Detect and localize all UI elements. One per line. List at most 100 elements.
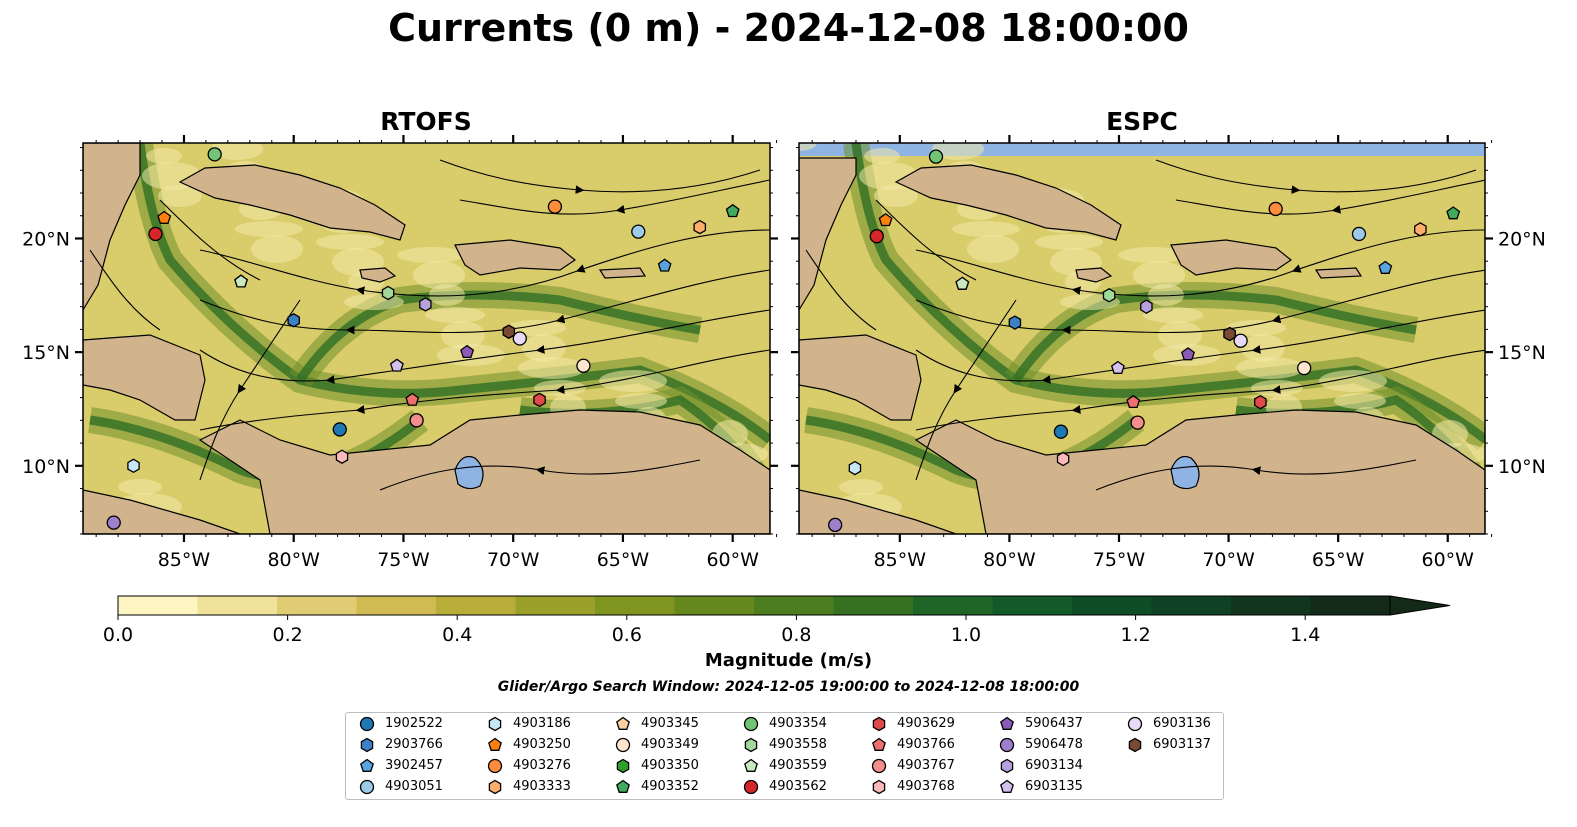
float-marker-5906478 <box>828 517 843 533</box>
colorbar-extend-arrow <box>1389 595 1451 616</box>
legend-label: 4903186 <box>513 716 571 731</box>
float-marker-4903629 <box>1254 394 1267 410</box>
legend-label: 4903562 <box>769 779 827 794</box>
legend-marker <box>488 737 502 751</box>
circle-marker-icon <box>487 758 503 774</box>
legend-marker <box>488 716 502 732</box>
pentagon-marker-icon <box>360 758 374 772</box>
pentagon-marker-icon <box>744 758 758 772</box>
lat-tick-label-right: 10°N <box>1498 456 1546 478</box>
float-marker-6903136 <box>512 331 527 346</box>
colorbar-tick-label: 0.4 <box>442 624 472 646</box>
float-marker-4903629 <box>533 392 546 408</box>
legend-marker <box>744 737 758 753</box>
pentagon-marker-icon <box>488 737 502 751</box>
legend-label: 4903350 <box>641 758 699 773</box>
legend-label: 4903276 <box>513 758 571 773</box>
legend-label: 4903768 <box>897 779 955 794</box>
legend-marker <box>1128 737 1142 753</box>
colorbar-segment <box>595 596 675 615</box>
float-marker-4903766 <box>405 392 420 406</box>
colorbar-tick-label: 0.2 <box>272 624 302 646</box>
colorbar-tick-label: 1.2 <box>1120 624 1150 646</box>
circle-marker-icon <box>359 716 375 732</box>
lat-tick-label-left: 15°N <box>22 342 70 364</box>
float-marker-4903349 <box>1297 360 1312 376</box>
legend-label: 6903134 <box>1025 758 1083 773</box>
colorbar-segment <box>674 596 755 615</box>
axis-ticks: 85°W 80°W 75°W 70°W 65°W 60°W 20°N 15°N 10°N 85°W… <box>22 135 1546 571</box>
legend-label: 4903051 <box>385 779 443 794</box>
float-marker-6903137 <box>502 324 516 339</box>
float-marker-6903135 <box>1110 360 1125 374</box>
legend-label: 6903135 <box>1025 779 1083 794</box>
float-legend: 1902522 2903766 3902457 4903051 4903186 49032… <box>345 712 1224 800</box>
legend-marker <box>743 716 759 732</box>
legend-label: 4903352 <box>641 779 699 794</box>
legend-label: 4903629 <box>897 716 955 731</box>
float-marker-4903276 <box>547 199 563 214</box>
hexagon-marker-icon <box>616 758 630 774</box>
colorbar-segment <box>754 596 834 615</box>
colorbar-segment <box>436 596 516 615</box>
lon-tick-label: 65°W <box>597 549 650 571</box>
lon-tick-label: 70°W <box>1202 549 1255 571</box>
float-marker-3902457 <box>657 258 672 272</box>
legend-marker <box>999 737 1015 753</box>
legend-label: 4903558 <box>769 737 827 752</box>
lat-tick-label-left: 10°N <box>22 456 70 478</box>
hexagon-marker-icon <box>744 737 758 753</box>
float-marker-4903352 <box>725 203 740 218</box>
float-marker-2903766 <box>1008 315 1022 330</box>
legend-label: 4903250 <box>513 737 571 752</box>
float-marker-6903134 <box>419 297 432 312</box>
hexagon-marker-icon <box>1128 737 1142 753</box>
search-window-caption: Glider/Argo Search Window: 2024-12-05 19… <box>497 679 1080 695</box>
pentagon-marker-icon <box>616 716 630 730</box>
lat-tick-label-right: 15°N <box>1498 342 1546 364</box>
float-marker-4903354 <box>207 147 222 162</box>
circle-marker-icon <box>743 779 759 795</box>
legend-label: 3902457 <box>385 758 443 773</box>
colorbar-segment <box>833 596 914 615</box>
legend-label: 4903349 <box>641 737 699 752</box>
float-marker-4903186 <box>127 458 140 474</box>
lon-tick-label: 75°W <box>1093 549 1146 571</box>
legend-marker <box>1000 779 1014 793</box>
colorbar-segment <box>1231 596 1311 615</box>
float-marker-4903051 <box>631 224 646 239</box>
colorbar-segment <box>913 596 993 615</box>
legend-label: 6903137 <box>1153 737 1211 752</box>
legend-marker <box>871 758 887 774</box>
legend-marker <box>616 716 630 730</box>
hexagon-marker-icon <box>488 716 502 732</box>
hexagon-marker-icon <box>360 737 374 753</box>
lat-tick-label-left: 20°N <box>22 228 70 250</box>
legend-marker <box>872 737 886 751</box>
float-marker-2903766 <box>287 313 300 328</box>
circle-marker-icon <box>1127 716 1143 732</box>
colorbar-tick-label: 0.6 <box>612 624 642 646</box>
circle-marker-icon <box>359 779 375 795</box>
lon-tick-label: 60°W <box>1422 549 1475 571</box>
panel-title-rtofs: RTOFS <box>380 107 472 136</box>
circle-marker-icon <box>743 716 759 732</box>
circle-marker-icon <box>999 737 1015 753</box>
legend-marker <box>616 758 630 774</box>
float-marker-4903250 <box>878 212 893 227</box>
lon-tick-label: 85°W <box>874 549 927 571</box>
legend-marker <box>360 758 374 772</box>
circle-marker-icon <box>615 737 631 753</box>
legend-label: 4903345 <box>641 716 699 731</box>
colorbar-segment <box>515 596 596 615</box>
legend-marker <box>359 779 375 795</box>
float-marker-4903349 <box>576 358 591 373</box>
float-marker-4903352 <box>1446 206 1461 220</box>
legend-label: 4903333 <box>513 779 571 794</box>
pentagon-marker-icon <box>616 779 630 793</box>
float-marker-4903333 <box>1414 222 1427 237</box>
panel-title-espc: ESPC <box>1106 107 1178 136</box>
float-marker-6903134 <box>1140 299 1153 314</box>
legend-marker <box>488 779 502 795</box>
